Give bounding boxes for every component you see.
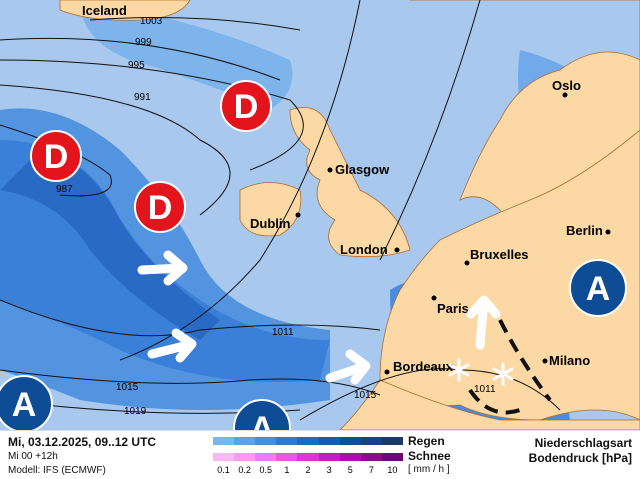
rain-color-step — [276, 437, 298, 445]
snow-color-step — [297, 453, 319, 461]
legend-title-precip-type: Niederschlagsart — [534, 436, 632, 450]
rain-color-step — [339, 437, 361, 445]
rain-color-step — [255, 437, 277, 445]
valid-time: Mi, 03.12.2025, 09..12 UTC — [8, 435, 157, 449]
snow-color-step — [360, 453, 382, 461]
label-oslo: Oslo — [552, 78, 581, 93]
snow-color-step — [318, 453, 340, 461]
snow-label: Schnee — [408, 449, 451, 463]
isobar-labels: 1003 999 995 991 987 1011 1015 1019 1015… — [56, 16, 496, 417]
label-glasgow: Glasgow — [335, 162, 390, 177]
scale-ticks: 0.1 0.2 0.5 1 2 3 5 7 10 — [213, 465, 403, 475]
scale-tick: 7 — [368, 465, 374, 475]
scale-tick: 2 — [305, 465, 311, 475]
svg-text:999: 999 — [135, 37, 152, 48]
scale-tick: 5 — [347, 465, 353, 475]
low-pressure-marker: D — [134, 181, 186, 233]
low-pressure-systems: D D D — [30, 80, 272, 233]
label-bordeaux: Bordeaux — [393, 359, 454, 374]
scale-tick: 3 — [326, 465, 332, 475]
unit-label: [ mm / h ] — [408, 464, 450, 475]
svg-text:1015: 1015 — [354, 390, 377, 401]
scale-tick: 10 — [387, 465, 398, 475]
label-paris: Paris — [437, 301, 469, 316]
low-pressure-marker: D — [220, 80, 272, 132]
model-name: Modell: IFS (ECMWF) — [8, 465, 106, 476]
rain-color-scale — [213, 437, 403, 445]
scale-tick: 1 — [284, 465, 290, 475]
scale-tick: 0.2 — [238, 465, 251, 475]
svg-text:D: D — [148, 189, 173, 227]
legend-title-pressure: Bodendruck [hPa] — [528, 451, 632, 465]
scale-tick: 0.1 — [217, 465, 230, 475]
svg-text:1003: 1003 — [140, 16, 163, 27]
snow-color-step — [234, 453, 256, 461]
snow-color-scale — [213, 453, 403, 461]
scale-tick: 0.5 — [259, 465, 273, 475]
svg-text:1011: 1011 — [474, 384, 496, 395]
high-pressure-systems: A A A — [0, 259, 627, 430]
rain-color-step — [360, 437, 382, 445]
low-pressure-marker: D — [30, 130, 82, 182]
svg-text:D: D — [44, 138, 69, 176]
convergence-line — [468, 319, 552, 415]
svg-text:1011: 1011 — [272, 327, 294, 338]
svg-text:A: A — [586, 270, 611, 308]
label-bruxelles: Bruxelles — [470, 247, 529, 262]
svg-text:991: 991 — [134, 92, 151, 103]
high-pressure-marker: A — [569, 259, 627, 317]
legend-footer: Mi, 03.12.2025, 09..12 UTC Mi 00 +12h Mo… — [0, 430, 640, 479]
label-milano: Milano — [549, 353, 590, 368]
rain-color-step — [318, 437, 340, 445]
snow-color-step — [381, 453, 403, 461]
svg-text:1019: 1019 — [124, 406, 147, 417]
rain-color-step — [234, 437, 256, 445]
svg-text:987: 987 — [56, 184, 73, 195]
high-pressure-marker: A — [233, 399, 291, 430]
rain-color-step — [381, 437, 403, 445]
svg-text:D: D — [234, 88, 259, 126]
rain-color-step — [213, 437, 235, 445]
label-iceland: Iceland — [82, 3, 127, 18]
snow-color-step — [255, 453, 277, 461]
rain-color-step — [297, 437, 319, 445]
snow-color-step — [276, 453, 298, 461]
label-london: London — [340, 242, 388, 257]
land — [59, 0, 640, 430]
snow-symbols — [448, 358, 514, 386]
label-dublin: Dublin — [250, 216, 290, 231]
snow-color-step — [213, 453, 235, 461]
rain-label: Regen — [408, 434, 445, 448]
svg-text:A: A — [250, 410, 275, 430]
svg-text:A: A — [12, 386, 37, 424]
forecast-run: Mi 00 +12h — [8, 451, 58, 462]
high-pressure-marker: A — [0, 375, 53, 430]
svg-text:1015: 1015 — [116, 382, 139, 393]
wind-arrows — [137, 250, 501, 385]
label-berlin: Berlin — [566, 223, 603, 238]
svg-text:995: 995 — [128, 60, 145, 71]
city-labels: Iceland Oslo Glasgow Dublin London Bruxe… — [82, 3, 611, 375]
weather-map: 1003 999 995 991 987 1011 1015 1019 1015… — [0, 0, 640, 430]
snow-color-step — [339, 453, 361, 461]
